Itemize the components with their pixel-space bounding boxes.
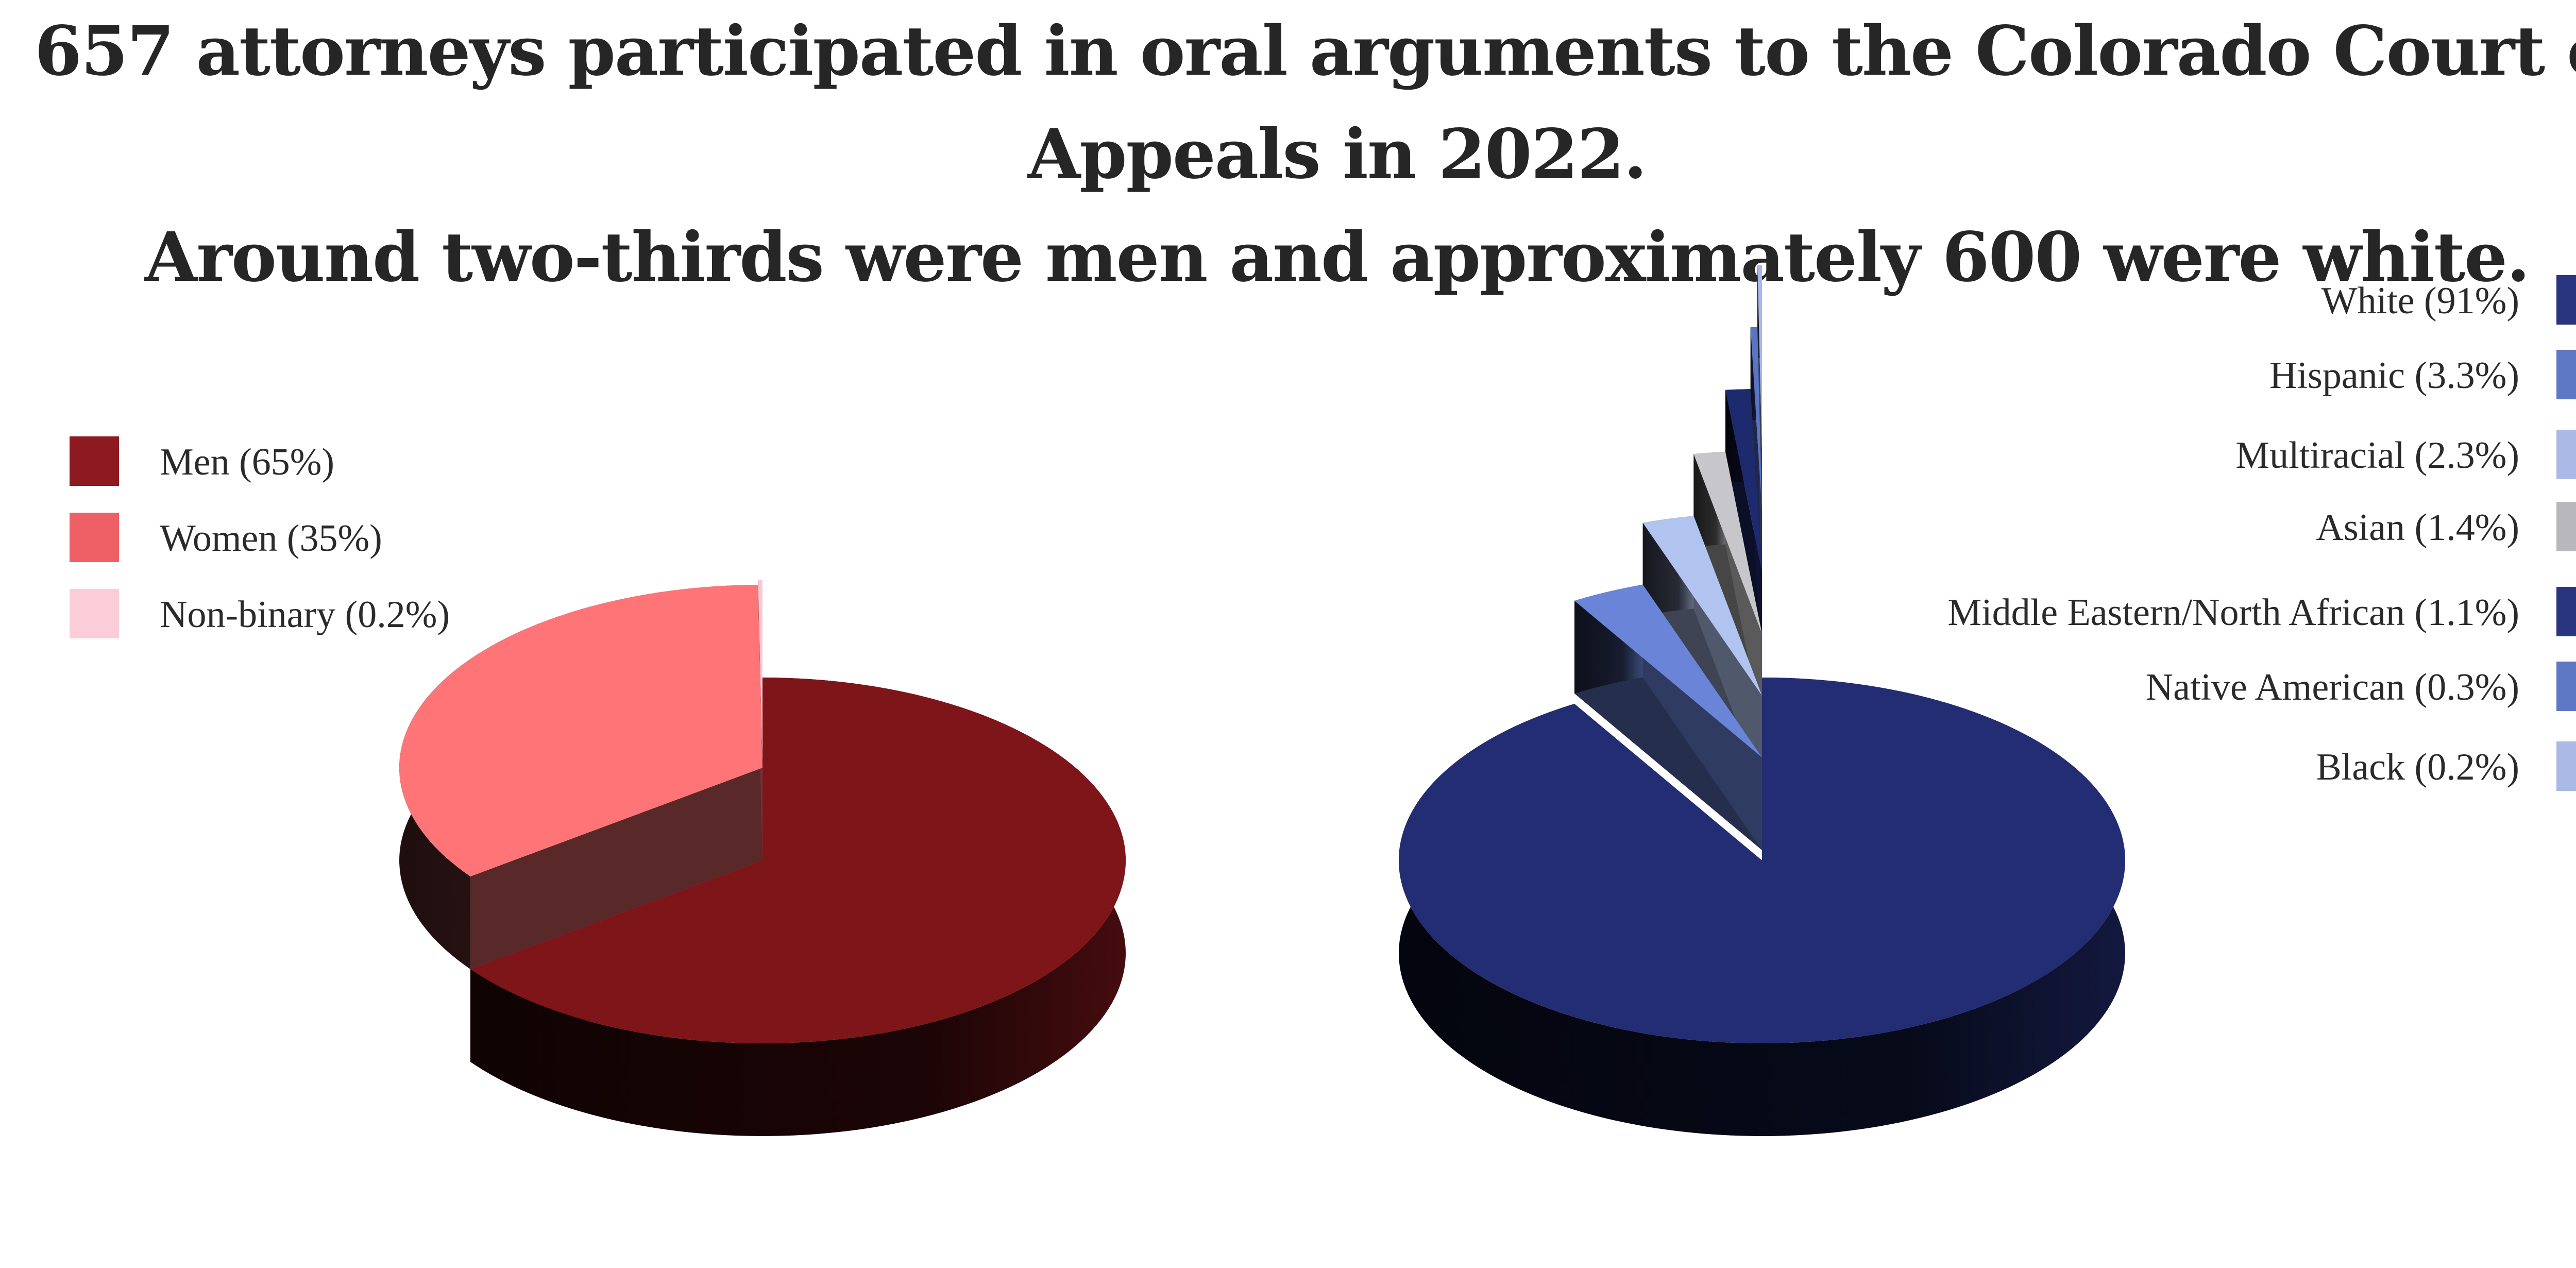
legend-women-swatch <box>70 513 119 562</box>
legend-middle-eastern-north-african-label: Middle Eastern/North African (1.1%) <box>1947 591 2519 634</box>
chart-title-line-1: 657 attorneys participated in oral argum… <box>35 11 2576 194</box>
chart-title-line-2: Around two-thirds were men and approxima… <box>144 217 2530 297</box>
slice-women-top <box>399 585 762 876</box>
gender-legend: Men (65%) Women (35%) Non-binary (0.2%) <box>70 436 450 638</box>
legend-native-american-label: Native American (0.3%) <box>2146 666 2519 708</box>
legend-asian: Asian (1.4%) <box>2316 502 2576 551</box>
legend-men-label: Men (65%) <box>160 441 334 483</box>
legend-native-american-swatch <box>2556 662 2576 711</box>
legend-multiracial: Multiracial (2.3%) <box>2235 430 2576 479</box>
legend-black-label: Black (0.2%) <box>2316 746 2519 788</box>
slice-middle-eastern-north-african-top <box>1725 389 1762 572</box>
slice-multiracial-top <box>1642 516 1762 696</box>
race-legend: White (91%) Hispanic (3.3%) Multiracial (2… <box>1947 275 2576 791</box>
chart-title: 657 attorneys participated in oral argum… <box>0 0 2576 309</box>
legend-white: White (91%) <box>2321 275 2576 325</box>
legend-multiracial-label: Multiracial (2.3%) <box>2235 434 2519 477</box>
legend-native-american: Native American (0.3%) <box>2146 662 2576 711</box>
legend-middle-eastern-north-african-swatch <box>2556 587 2576 636</box>
legend-hispanic-swatch <box>2556 350 2576 399</box>
legend-hispanic-label: Hispanic (3.3%) <box>2269 354 2519 397</box>
slice-asian-top <box>1693 451 1762 634</box>
legend-hispanic: Hispanic (3.3%) <box>2269 350 2576 399</box>
legend-women: Women (35%) <box>70 513 382 562</box>
slice-women-wall-a <box>470 768 762 969</box>
slice-white <box>1398 678 2125 1136</box>
slice-native-american-top <box>1750 327 1762 510</box>
slice-hispanic-top <box>1574 584 1762 757</box>
slice-black-top <box>1757 265 1762 448</box>
slice-men <box>470 678 1126 1136</box>
slice-non-binary-top <box>758 580 762 763</box>
legend-asian-swatch <box>2556 502 2576 551</box>
legend-non-binary: Non-binary (0.2%) <box>70 589 450 638</box>
legend-asian-label: Asian (1.4%) <box>2316 506 2519 549</box>
legend-non-binary-swatch <box>70 589 119 638</box>
slice-women <box>399 585 762 969</box>
gender-pie-chart <box>399 580 1126 1136</box>
slice-hispanic <box>1574 584 1762 850</box>
legend-white-label: White (91%) <box>2321 280 2519 322</box>
legend-men-swatch <box>70 436 119 486</box>
legend-white-swatch <box>2556 275 2576 325</box>
slice-black <box>1757 265 1762 541</box>
legend-women-label: Women (35%) <box>160 517 382 560</box>
legend-non-binary-label: Non-binary (0.2%) <box>160 594 450 636</box>
legend-black: Black (0.2%) <box>2316 741 2576 791</box>
legend-middle-eastern-north-african: Middle Eastern/North African (1.1%) <box>1947 587 2576 636</box>
legend-multiracial-swatch <box>2556 430 2576 479</box>
slice-men-top <box>470 678 1126 1044</box>
race-pie-chart <box>1398 265 2125 1136</box>
legend-black-swatch <box>2556 741 2576 791</box>
legend-men: Men (65%) <box>70 436 334 486</box>
slice-white-top <box>1399 678 2125 1043</box>
